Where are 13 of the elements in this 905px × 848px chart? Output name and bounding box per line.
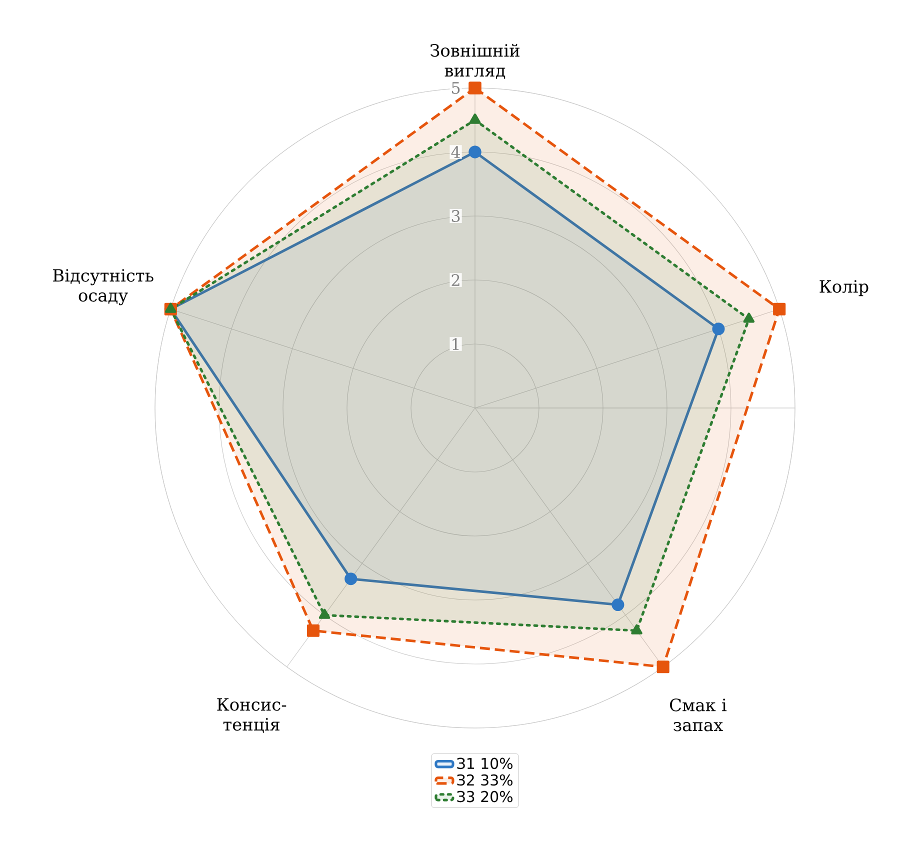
spoke-label: Консис-тенція [217,698,286,733]
y-tick-label: 3 [452,210,460,222]
spoke-label: Відсутність осаду [53,269,154,306]
y-tick-label: 2 [452,274,460,286]
legend-label: З3 20% [457,790,512,802]
spoke-label: Колір [820,280,868,296]
y-tick-label: 4 [451,146,460,158]
legend-label: З2 33% [457,774,512,786]
spoke-label: Зовнішній вигляд [430,44,520,79]
spoke-label: Смак і запах [670,698,727,732]
y-tick-label: 1 [452,338,459,350]
legend-label: З1 10% [457,758,512,770]
y-tick-label: 5 [452,82,460,94]
